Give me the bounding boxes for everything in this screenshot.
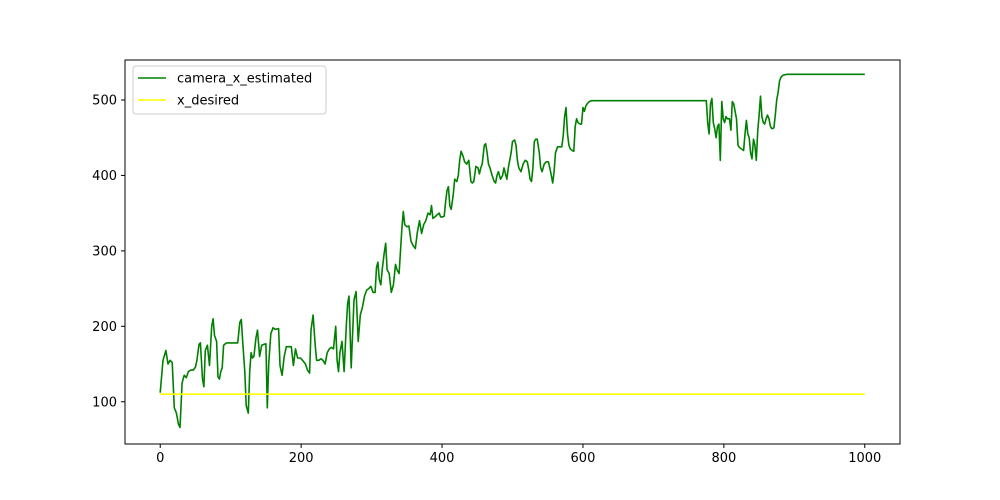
x-tick-label: 800: [711, 451, 736, 466]
plot-frame: [124, 59, 901, 445]
series-line-camera-x-estimated: [159, 73, 865, 429]
y-tick-label: 300: [92, 244, 117, 259]
x-tick-label: 400: [430, 451, 455, 466]
y-tick-label: 200: [92, 320, 117, 335]
legend-box: [132, 65, 327, 115]
y-tick-label: 500: [92, 93, 117, 108]
y-tick-label: 400: [92, 169, 117, 184]
legend-label-x-desired: x_desired: [177, 94, 239, 109]
x-tick-label: 600: [571, 451, 596, 466]
y-tick-label: 100: [92, 395, 117, 410]
legend: camera_x_estimated x_desired: [132, 65, 327, 115]
legend-label-camera-x-estimated: camera_x_estimated: [177, 72, 312, 87]
x-tick-label: 0: [156, 451, 164, 466]
x-tick-label: 200: [289, 451, 314, 466]
series-layer: [159, 73, 865, 429]
y-axis: 100 200 300 400 500: [92, 93, 125, 410]
x-tick-label: 1000: [848, 451, 881, 466]
x-axis: 0 200 400 600 800 1000: [156, 444, 881, 466]
